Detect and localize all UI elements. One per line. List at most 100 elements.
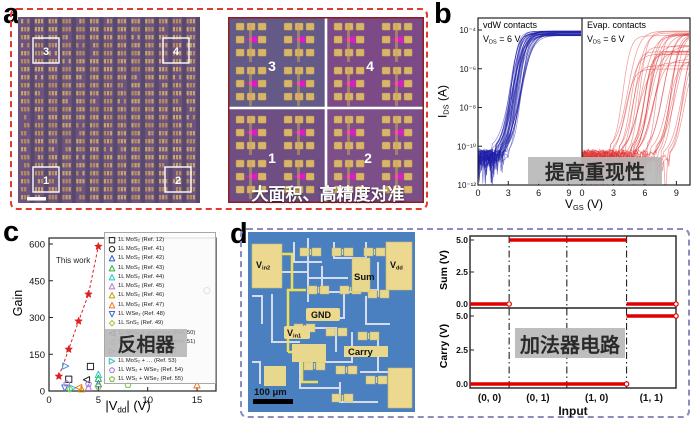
array-pad bbox=[93, 107, 96, 112]
array-pad bbox=[48, 155, 51, 160]
array-pad bbox=[34, 107, 37, 112]
device-pad bbox=[403, 185, 413, 194]
ids-axis-label: IDS (A) bbox=[435, 69, 450, 135]
legend-label: 1L SnS₂ (Ref. 49) bbox=[118, 320, 164, 327]
device-pad bbox=[283, 22, 293, 31]
array-pad bbox=[186, 171, 189, 176]
array-pad bbox=[37, 91, 41, 96]
array-pad bbox=[148, 179, 151, 184]
array-pad bbox=[68, 163, 71, 168]
array-pad bbox=[103, 155, 106, 160]
array-pad bbox=[27, 123, 30, 128]
array-pad bbox=[96, 59, 99, 64]
legend-marker bbox=[108, 264, 116, 271]
vgs-axis-label: VGS (V) bbox=[504, 197, 664, 212]
axis-unit: | (V) bbox=[126, 398, 151, 413]
array-pad bbox=[37, 59, 41, 64]
array-pad bbox=[62, 107, 65, 112]
array-pad bbox=[79, 99, 82, 104]
array-pad bbox=[79, 163, 82, 168]
vdd-pad bbox=[385, 241, 413, 291]
array-pad bbox=[41, 131, 44, 136]
array-pad bbox=[37, 67, 41, 72]
array-pad bbox=[48, 51, 51, 56]
array-pad bbox=[175, 131, 179, 136]
array-pad bbox=[172, 147, 175, 152]
array-pad bbox=[24, 147, 27, 152]
marker-tri-up bbox=[108, 264, 116, 271]
device-pad bbox=[305, 141, 315, 150]
array-pad bbox=[27, 179, 30, 184]
array-pad bbox=[37, 123, 41, 128]
array-pad bbox=[41, 99, 44, 104]
array-pad bbox=[79, 83, 82, 88]
device-pad bbox=[355, 115, 365, 124]
transistor-pad bbox=[365, 375, 376, 385]
array-pad bbox=[151, 195, 154, 200]
array-pad bbox=[41, 67, 44, 72]
array-pad bbox=[123, 27, 126, 32]
output-pad bbox=[387, 367, 413, 409]
array-pad bbox=[62, 19, 65, 24]
transfer-curve bbox=[478, 33, 581, 177]
array-pad bbox=[68, 147, 71, 152]
array-pad bbox=[37, 107, 41, 112]
array-pad bbox=[24, 163, 27, 168]
array-pad bbox=[34, 43, 37, 48]
array-pad bbox=[51, 179, 54, 184]
array-pad bbox=[137, 171, 140, 176]
array-pad bbox=[179, 171, 182, 176]
y-tick-label: 10⁻⁸ bbox=[460, 104, 477, 113]
array-pad bbox=[21, 91, 24, 96]
array-pad bbox=[68, 155, 71, 160]
array-pad bbox=[159, 163, 162, 168]
array-pad bbox=[179, 139, 182, 144]
array-pad bbox=[148, 91, 151, 96]
array-pad bbox=[54, 83, 57, 88]
marker-tri-up bbox=[77, 385, 86, 393]
array-pad bbox=[34, 59, 37, 64]
array-pad bbox=[21, 147, 24, 152]
array-pad bbox=[123, 171, 126, 176]
array-pad bbox=[117, 171, 120, 176]
array-pad bbox=[148, 155, 151, 160]
array-pad bbox=[137, 155, 140, 160]
array-pad bbox=[120, 123, 123, 128]
array-pad bbox=[137, 35, 140, 40]
array-pad bbox=[162, 131, 165, 136]
transistor-pad bbox=[369, 331, 380, 341]
array-pad bbox=[79, 115, 82, 120]
array-pad bbox=[96, 195, 99, 200]
array-stripe bbox=[99, 17, 104, 203]
array-pad bbox=[103, 51, 106, 56]
device-pad bbox=[333, 66, 343, 75]
array-pad bbox=[96, 67, 99, 72]
device-trace bbox=[347, 68, 350, 106]
device-pad bbox=[257, 159, 267, 168]
array-pad bbox=[51, 19, 54, 24]
array-pad bbox=[65, 19, 68, 24]
array-pad bbox=[41, 171, 44, 176]
marker-tri-up bbox=[108, 292, 116, 299]
array-pad bbox=[186, 83, 189, 88]
array-pad bbox=[192, 115, 195, 120]
axis-subscript: GS bbox=[572, 203, 584, 213]
array-pad bbox=[96, 27, 99, 32]
array-pad bbox=[123, 107, 126, 112]
array-pad bbox=[148, 163, 151, 168]
device-pad bbox=[257, 66, 267, 75]
carry-tick-label: 5.0 bbox=[456, 311, 468, 321]
array-pad bbox=[21, 43, 24, 48]
array-pad bbox=[79, 59, 82, 64]
marker-diamond bbox=[108, 320, 116, 327]
array-pad bbox=[93, 51, 96, 56]
transistor-pad bbox=[357, 331, 368, 341]
array-pad bbox=[165, 43, 168, 48]
array-pad bbox=[110, 163, 113, 168]
axis-unit: (A) bbox=[435, 85, 450, 105]
legend-row: 1L MoS₂ + … (Ref. 53) bbox=[108, 356, 215, 365]
array-pad bbox=[123, 115, 126, 120]
array-pad bbox=[68, 187, 71, 192]
array-pad bbox=[179, 67, 182, 72]
marker-pentagon bbox=[108, 376, 116, 382]
